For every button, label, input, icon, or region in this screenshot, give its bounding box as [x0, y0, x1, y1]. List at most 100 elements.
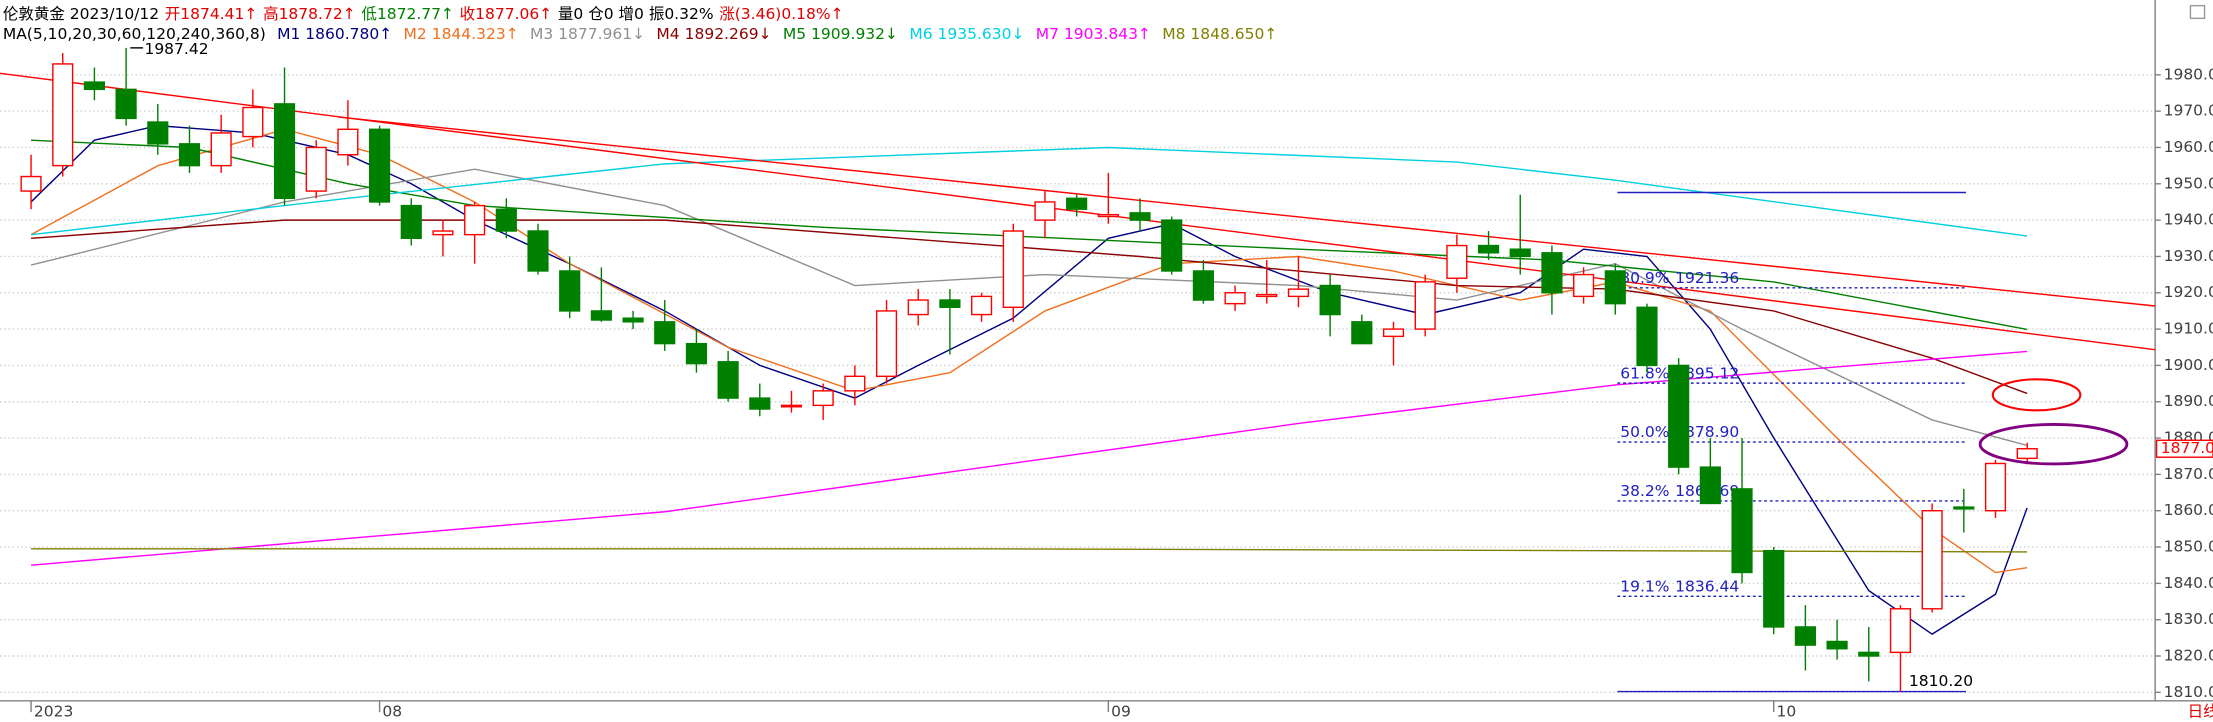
ma-line: [31, 548, 2028, 553]
candle-body: [115, 88, 137, 120]
candle-body: [305, 146, 327, 192]
trend-line: [338, 116, 2156, 307]
ma-legend: M1 1860.780↑: [277, 24, 392, 42]
candle-body: [717, 361, 739, 399]
y-tick-label: 1950.00: [2164, 174, 2213, 192]
fib-pct: 19.1%: [1620, 577, 1669, 595]
candle-body: [685, 342, 708, 365]
candle-body: [83, 81, 106, 91]
header-quote: 伦敦黄金 2023/10/12 开1874.41↑ 高1878.72↑ 低1872.7…: [3, 5, 844, 23]
header-item: 高1878.72↑: [263, 5, 356, 23]
candle-body: [1763, 549, 1785, 628]
fib-value: 1921.36: [1675, 268, 1739, 286]
x-tick-label: 2023: [34, 703, 73, 721]
ma-line: [30, 128, 2028, 574]
highlight-ellipse: [1991, 378, 2082, 412]
candle-body: [52, 63, 74, 167]
ma-line: [30, 146, 2028, 237]
candle-body: [1414, 281, 1436, 330]
candle-body: [147, 121, 169, 145]
candle-body: [1351, 321, 1373, 345]
candle-body: [590, 310, 612, 321]
period-label[interactable]: 日线: [2188, 703, 2213, 721]
y-tick-label: 1900.00: [2164, 356, 2213, 374]
candle-body: [1034, 201, 1056, 221]
y-tick-label: 1910.00: [2164, 320, 2213, 338]
candle-body: [1066, 197, 1088, 210]
header-item: 低1872.77↑: [361, 5, 454, 23]
header-item: 涨(3.46)0.18%↑: [719, 5, 843, 23]
candle-body: [178, 143, 201, 167]
candle-body: [1731, 488, 1753, 574]
candle-body: [1889, 608, 1912, 654]
y-tick-label: 1840.00: [2164, 574, 2213, 592]
y-tick-label: 1920.00: [2164, 283, 2213, 301]
fib-pct: 80.9%: [1620, 268, 1669, 286]
candle-body: [1319, 284, 1341, 316]
candle-body: [400, 204, 422, 239]
candle-body: [1668, 364, 1690, 468]
candle-body: [1161, 219, 1183, 272]
candle-body: [1256, 293, 1278, 298]
candle-layer: 1987.42 1877.06: [20, 40, 2213, 692]
fib-pct: 61.8%: [1620, 364, 1669, 382]
candle-body: [875, 310, 898, 378]
fib-pct: 38.2%: [1620, 482, 1669, 500]
candle-body: [1636, 306, 1658, 367]
candle-body: [1699, 466, 1721, 505]
candle-body: [907, 299, 929, 316]
ma-line: [31, 139, 2028, 331]
candle-body: [1541, 252, 1563, 294]
fib-value: 1836.44: [1675, 577, 1739, 595]
last-price-box: [2155, 439, 2213, 458]
x-tick-label: 08: [382, 703, 402, 721]
header-item: 收1877.06↑: [460, 5, 553, 23]
ma-line: [30, 168, 2028, 447]
y-tick-label: 1860.00: [2164, 501, 2213, 519]
y-tick-label: 1940.00: [2164, 211, 2213, 229]
ma-legend: M4 1892.269↓: [656, 24, 771, 42]
y-tick-label: 1850.00: [2164, 538, 2213, 556]
candle-body: [1509, 248, 1531, 258]
y-tick-label: 1930.00: [2164, 247, 2213, 265]
header-ma: MA(5,10,20,30,60,120,240,360,8) M1 1860.7…: [3, 24, 1278, 42]
candle-body: [1604, 270, 1626, 305]
y-tick-label: 1870.00: [2164, 465, 2213, 483]
candle-body: [559, 270, 581, 312]
y-tick-label: 1890.00: [2164, 392, 2213, 410]
candle-body: [1224, 292, 1246, 305]
y-tick-label: 1810.00: [2164, 683, 2213, 701]
candle-body: [971, 295, 993, 316]
y-tick-label: 1960.00: [2164, 138, 2213, 156]
fib-label: 38.2%1862.69: [1620, 482, 1739, 500]
candle-body: [1921, 510, 1943, 610]
candle-body: [527, 230, 549, 272]
header-item: 量0 仓0 增0 振0.32%: [558, 5, 714, 23]
ma-legend: M6 1935.630↓: [909, 24, 1024, 42]
x-tick-label: 09: [1111, 703, 1131, 721]
ma-legend: M5 1909.932↓: [783, 24, 898, 42]
fib-pct: 50.0%: [1620, 423, 1669, 441]
ma-title: MA(5,10,20,30,60,120,240,360,8): [3, 24, 266, 42]
window-icon[interactable]: [2189, 4, 2206, 20]
candle-body: [1573, 273, 1595, 298]
candle-body: [20, 175, 42, 192]
candle-body: [1477, 244, 1500, 254]
candle-body: [464, 204, 486, 236]
candle-body: [337, 128, 359, 156]
y-tick-label: 1970.00: [2164, 102, 2213, 120]
candle-body: [939, 299, 961, 309]
y-tick-label: 1830.00: [2164, 610, 2213, 628]
candle-body: [749, 397, 771, 410]
candle-body: [1984, 462, 2007, 512]
candle-body: [432, 230, 454, 236]
candle-body: [780, 404, 803, 408]
candle-body: [1382, 328, 1405, 338]
y-tick-label: 1980.00: [2164, 65, 2213, 83]
candle-body: [210, 132, 232, 167]
candle-body: [654, 321, 676, 345]
candle-body: [1129, 212, 1151, 221]
fib-value: 1878.90: [1675, 423, 1739, 441]
